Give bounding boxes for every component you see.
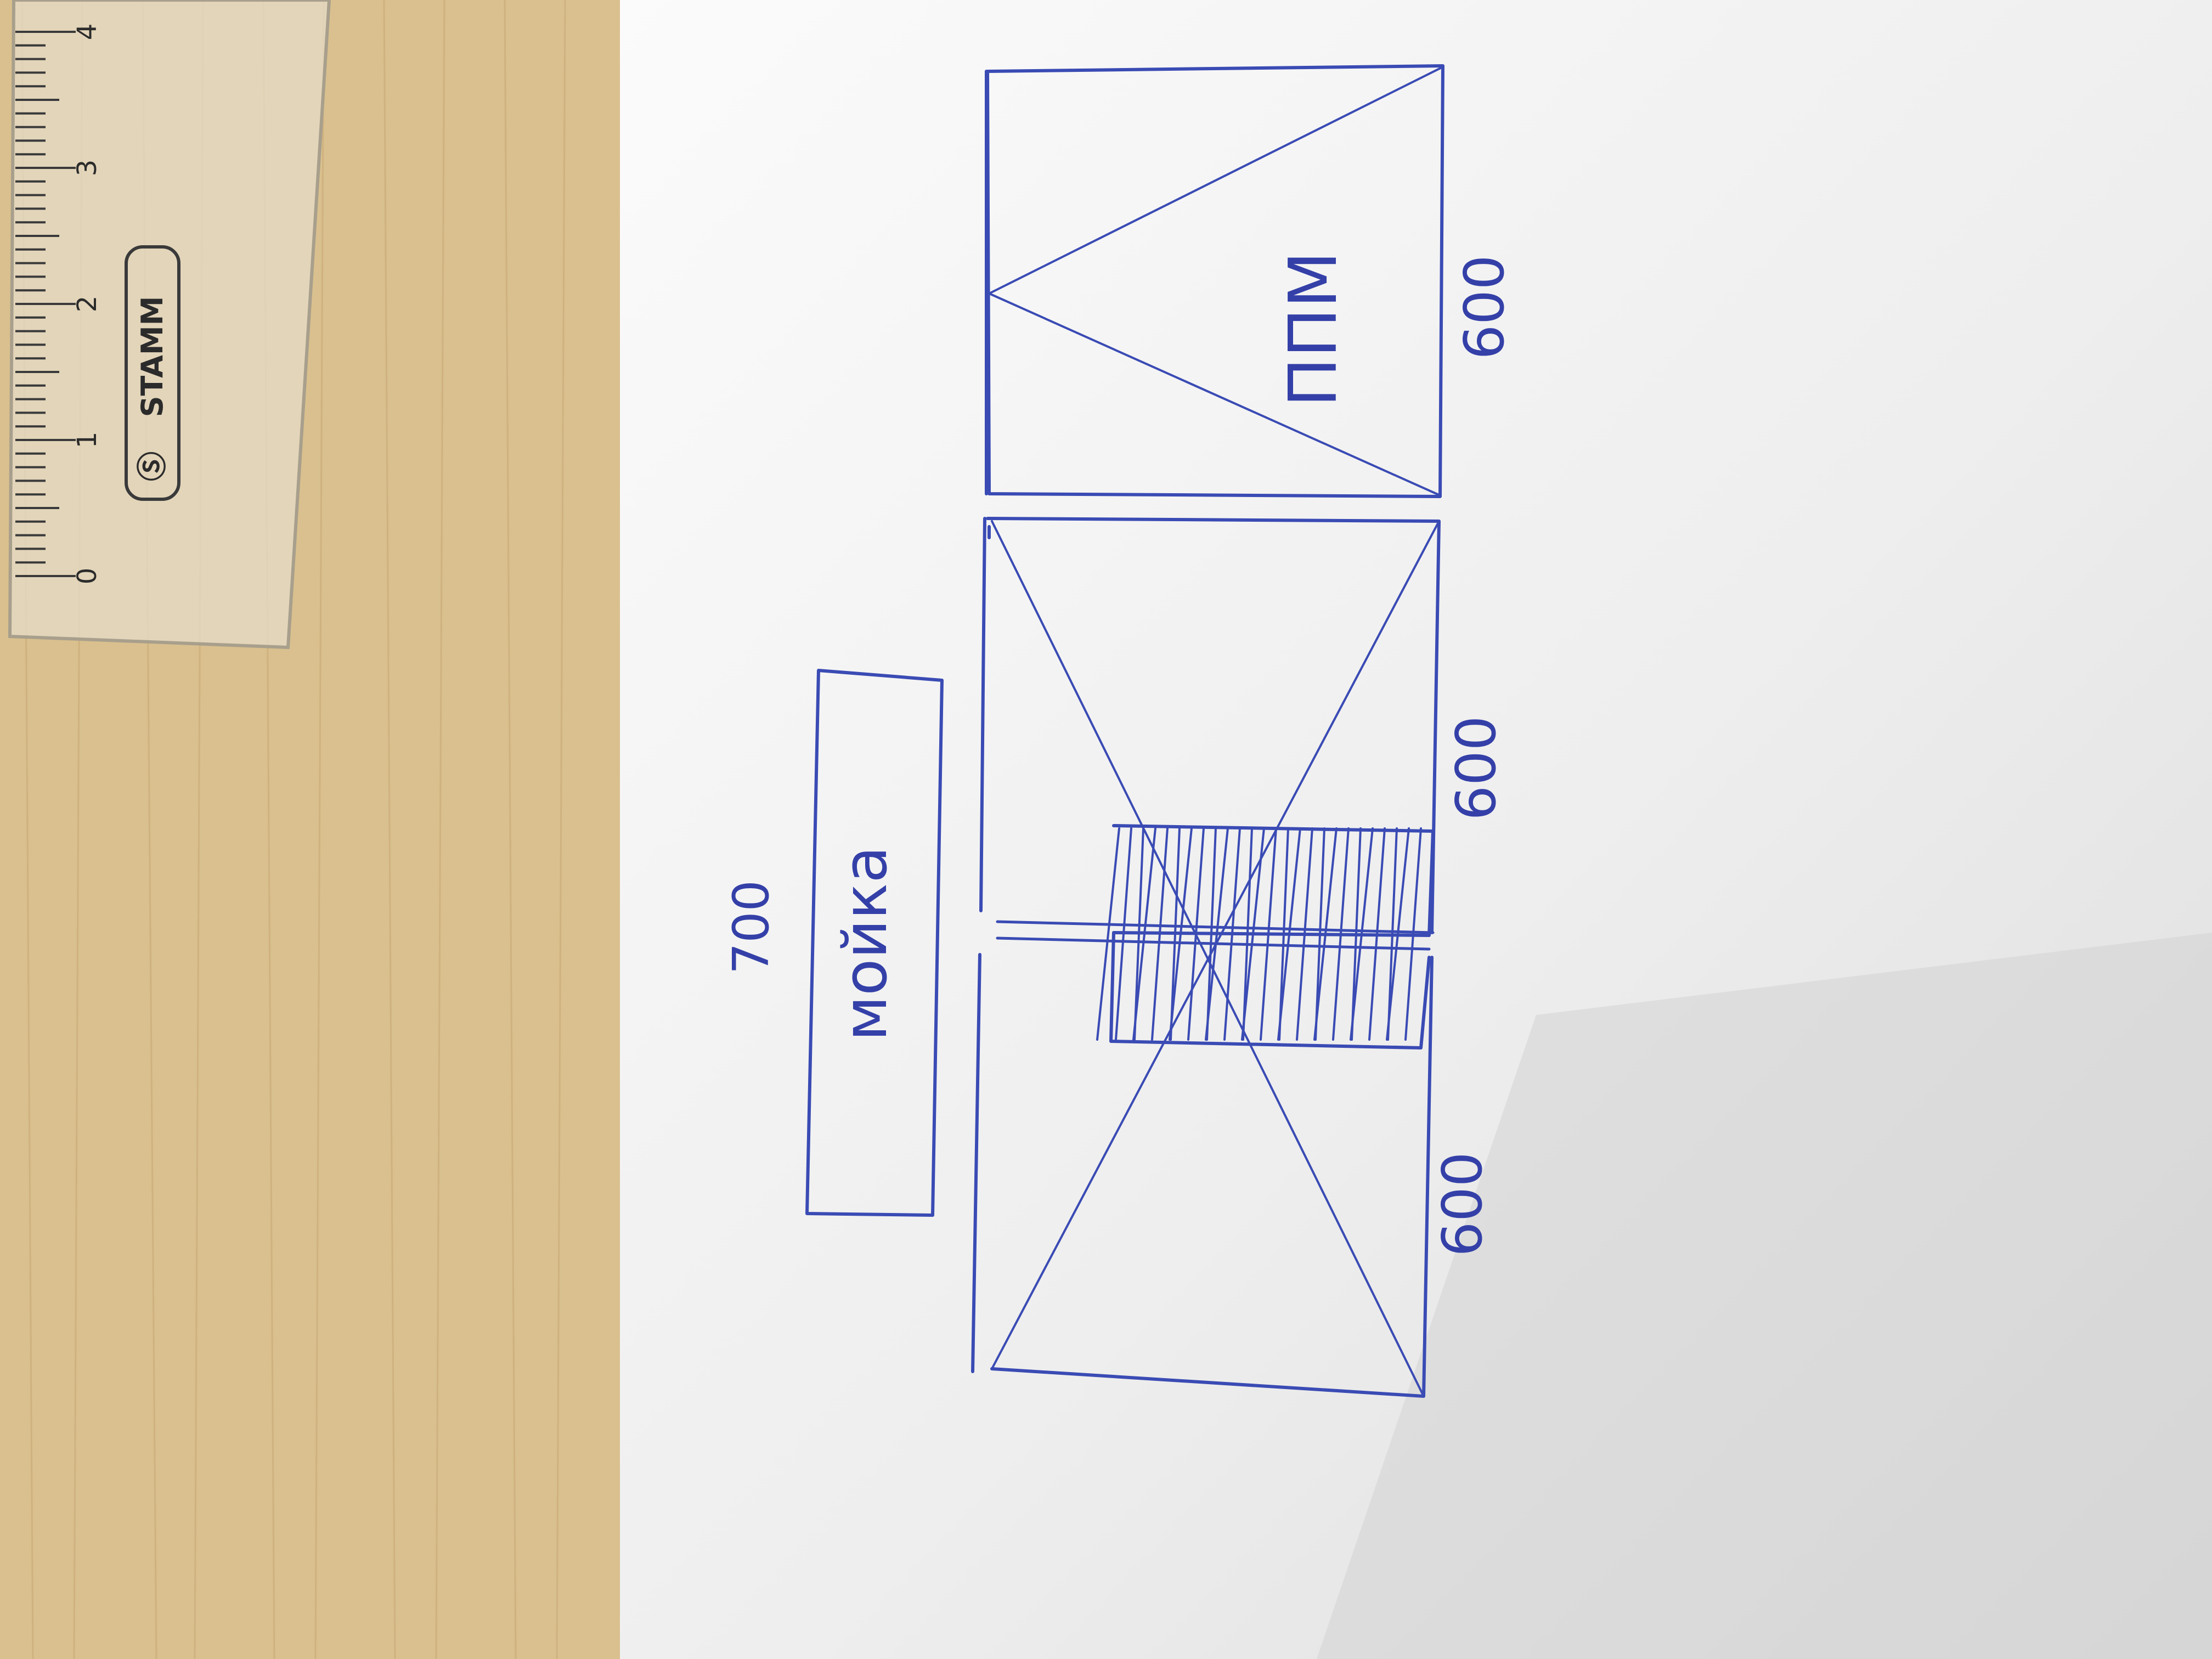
ruler-brand-badge: STAMM Ⓢ — [125, 245, 180, 501]
ruler: 012345 STAMM Ⓢ — [8, 0, 331, 650]
hatch-stroke — [1115, 827, 1132, 1041]
hatch-stroke — [1386, 827, 1410, 1041]
hatch-stroke — [1350, 827, 1374, 1041]
ruler-number: 1 — [72, 432, 103, 449]
hatch-stroke — [1296, 827, 1313, 1041]
hatch-lines — [1096, 827, 1422, 1041]
cabinet-width-label-bottom: 600 — [1430, 1152, 1494, 1257]
cabinet-width-label-top: 600 — [1452, 255, 1516, 360]
hatch-stroke — [1132, 827, 1156, 1041]
cabinet-width-label-middle: 600 — [1444, 716, 1508, 821]
ruler-number: 2 — [72, 296, 103, 313]
hatch-stroke — [1223, 827, 1241, 1041]
hatch-stroke — [1368, 827, 1386, 1041]
hatch-stroke — [1169, 827, 1193, 1041]
ruler-logo-mark: Ⓢ — [135, 452, 170, 481]
hatch-stroke — [1313, 827, 1338, 1041]
dishwasher-cabinet: ППМ 600 — [986, 64, 1516, 498]
hatch-stroke — [1241, 827, 1265, 1041]
paper-shadow — [1317, 933, 2212, 1659]
hatch-stroke — [1404, 827, 1422, 1041]
hatch-stroke — [1277, 827, 1301, 1041]
hatch-stroke — [1096, 827, 1120, 1041]
hatch-stroke — [1151, 827, 1169, 1041]
hatch-stroke — [1332, 827, 1350, 1041]
ruler-ticks — [15, 31, 76, 577]
ruler-number: 0 — [72, 568, 103, 585]
hatched-fixture — [996, 824, 1435, 1049]
ruler-number: 4 — [72, 24, 103, 41]
ruler-brand: STAMM — [135, 296, 170, 417]
hatch-stroke — [1187, 827, 1205, 1041]
ruler-numbers: 012345 — [72, 24, 103, 585]
ruler-number: 3 — [72, 160, 103, 177]
sink-width-label: 700 — [723, 880, 780, 974]
hatch-stroke — [1260, 827, 1277, 1041]
sink-label: мойка — [830, 846, 900, 1041]
kitchen-sketch: мойка 700 ППМ 600 600 600 — [723, 64, 1516, 1398]
dishwasher-label: ППМ — [1276, 251, 1352, 407]
sink-box: мойка 700 — [723, 669, 944, 1217]
hatch-stroke — [1205, 827, 1229, 1041]
